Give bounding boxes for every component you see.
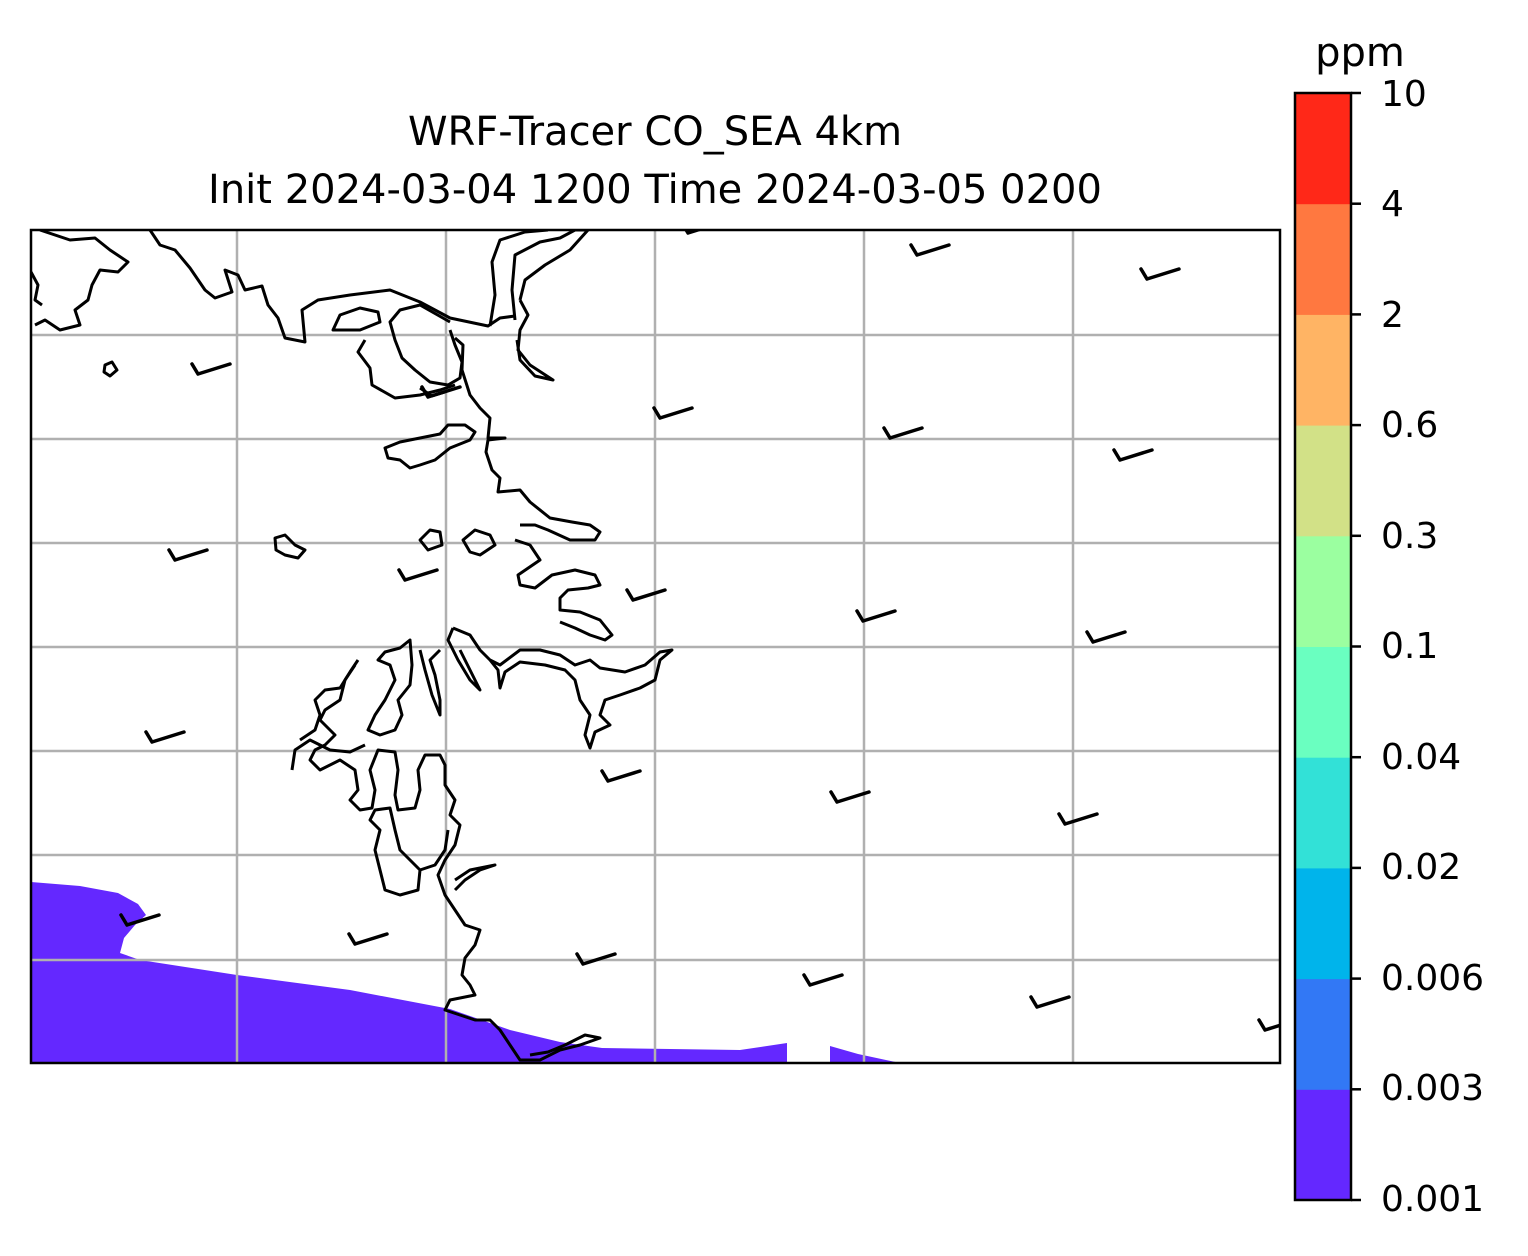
colorbar-segment [1295, 93, 1351, 205]
wind-barb [625, 588, 667, 602]
colorbar-segment [1295, 1089, 1351, 1201]
colorbar-ticks [1351, 91, 1361, 1202]
colorbar-tick-label: 4 [1381, 184, 1404, 225]
wind-barb [1139, 267, 1181, 281]
wind-barb [829, 790, 871, 804]
colorbar-tick-label: 0.003 [1381, 1068, 1485, 1109]
colorbar-tick-label: 0.02 [1381, 847, 1462, 888]
colorbar-unit-label: ppm [1315, 30, 1405, 76]
colorbar [1295, 93, 1351, 1201]
colorbar-segment [1295, 314, 1351, 426]
wind-barb [1029, 995, 1071, 1009]
colorbar-tick-label: 0.04 [1381, 737, 1462, 778]
wind-barb [909, 243, 951, 257]
wind-barb [1085, 630, 1127, 644]
colorbar-segment [1295, 646, 1351, 758]
wind-barb [684, 230, 704, 235]
wind-barb [652, 406, 694, 420]
wind-barb [1057, 812, 1099, 826]
tracer-fill-region [31, 882, 900, 1063]
wind-barb [119, 913, 161, 927]
colorbar-segment [1295, 203, 1351, 315]
colorbar-segment [1295, 978, 1351, 1090]
colorbar-tick-label: 0.1 [1381, 626, 1439, 667]
wind-barb [167, 548, 209, 562]
wind-barb [600, 769, 642, 783]
wind-barb [347, 932, 389, 946]
wind-barb [397, 568, 439, 582]
map-title-line1: WRF-Tracer CO_SEA 4km [407, 109, 903, 155]
wind-barb [1257, 1018, 1280, 1032]
graticule [31, 230, 1280, 1063]
wind-barbs [119, 230, 1280, 1032]
wind-barb [144, 730, 186, 744]
wind-barb [802, 973, 844, 987]
colorbar-segment [1295, 757, 1351, 869]
colorbar-tick-label: 0.3 [1381, 516, 1439, 557]
wind-barb [855, 609, 897, 623]
colorbar-tick-label: 2 [1381, 295, 1404, 336]
colorbar-segment [1295, 535, 1351, 647]
wind-barb [882, 426, 924, 440]
map-frame [29, 228, 1282, 1065]
wind-barb [420, 385, 462, 399]
colorbar-tick-label: 0.006 [1381, 958, 1485, 999]
wind-barb [1112, 448, 1154, 462]
wind-barb [575, 952, 617, 966]
colorbar-segment [1295, 425, 1351, 537]
map-title-line2: Init 2024-03-04 1200 Time 2024-03-05 020… [208, 167, 1102, 213]
colorbar-tick-label: 0.001 [1381, 1179, 1485, 1220]
colorbar-tick-label: 0.6 [1381, 405, 1439, 446]
colorbar-segment [1295, 867, 1351, 980]
colorbar-tick-label: 10 [1381, 74, 1427, 115]
wind-barb [190, 362, 232, 376]
